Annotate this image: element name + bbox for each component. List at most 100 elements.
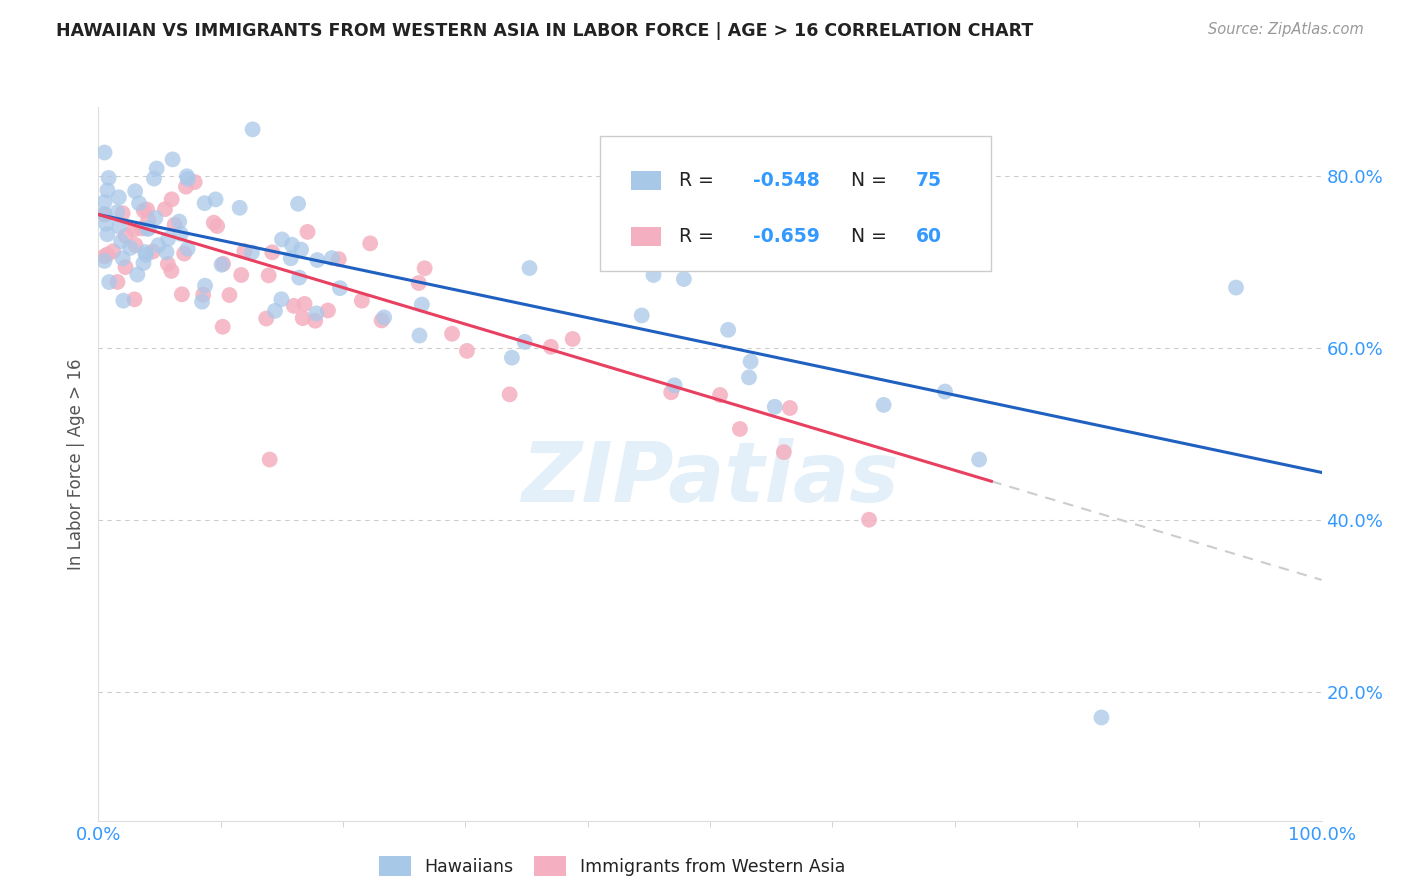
Point [108,219,131,234]
Point [145,161,167,176]
Point [96,247,118,261]
Text: R =: R = [679,171,720,190]
Point [321,251,343,265]
Point [717,323,740,337]
Point [136,212,159,227]
Point [740,354,762,368]
Point [264,304,287,318]
Point [132,256,155,270]
Point [934,384,956,399]
Text: 60: 60 [915,227,942,246]
Point [153,202,176,216]
Point [456,343,478,358]
Point [271,232,294,246]
Point [167,214,190,228]
Point [96,227,118,242]
Point [138,221,160,235]
Point [1090,710,1112,724]
Point [233,244,256,259]
Point [191,294,214,309]
Point [155,245,177,260]
Point [305,306,328,320]
Bar [630,171,661,191]
Point [281,237,304,252]
Point [163,218,186,232]
Point [136,202,159,217]
Point [157,232,180,246]
Y-axis label: In Labor Force | Age > 16: In Labor Force | Age > 16 [66,358,84,570]
Point [672,272,695,286]
Point [160,192,183,206]
Point [967,452,990,467]
Point [280,252,302,266]
Point [659,385,682,400]
Point [359,236,381,251]
Point [643,268,665,282]
Point [194,196,217,211]
Point [143,171,166,186]
Legend: Hawaiians, Immigrants from Western Asia: Hawaiians, Immigrants from Western Asia [373,849,852,883]
Point [501,351,523,365]
Point [259,452,281,467]
Text: 75: 75 [915,171,942,190]
Point [93,249,115,263]
Point [329,281,352,295]
Point [148,238,170,252]
Point [93,145,115,160]
Point [328,252,350,266]
Text: Source: ZipAtlas.com: Source: ZipAtlas.com [1208,22,1364,37]
Point [194,278,217,293]
Point [112,293,135,308]
Point [257,268,280,283]
FancyBboxPatch shape [600,136,991,271]
Point [408,328,430,343]
Point [145,211,167,225]
Point [290,243,312,257]
Text: ZIPatlas: ZIPatlas [522,438,898,518]
Point [105,205,128,219]
Point [858,513,880,527]
Point [131,221,153,235]
Point [170,287,193,301]
Point [124,293,146,307]
Point [350,293,373,308]
Point [98,275,121,289]
Point [1225,280,1247,294]
Point [231,268,253,282]
Point [142,244,165,259]
Point [127,268,149,282]
Point [287,196,309,211]
Point [124,238,146,252]
Point [498,387,520,401]
Point [240,245,263,260]
Point [120,241,142,255]
Point [93,208,115,222]
Point [134,245,156,260]
Point [202,216,225,230]
Text: HAWAIIAN VS IMMIGRANTS FROM WESTERN ASIA IN LABOR FORCE | AGE > 16 CORRELATION C: HAWAIIAN VS IMMIGRANTS FROM WESTERN ASIA… [56,22,1033,40]
Point [228,201,250,215]
Point [408,276,430,290]
Point [183,175,205,189]
Bar [630,227,661,246]
Point [94,217,117,231]
Point [193,287,215,301]
Point [111,206,134,220]
Point [93,207,115,221]
Point [413,261,436,276]
Point [270,293,292,307]
Point [664,378,686,392]
Point [709,388,731,402]
Point [156,257,179,271]
Point [242,122,264,136]
Text: R =: R = [679,227,720,246]
Point [162,153,184,167]
Text: N =: N = [851,227,893,246]
Point [122,222,145,236]
Point [177,172,200,186]
Point [540,340,562,354]
Point [294,297,316,311]
Point [441,326,464,341]
Point [630,309,652,323]
Point [96,183,118,197]
